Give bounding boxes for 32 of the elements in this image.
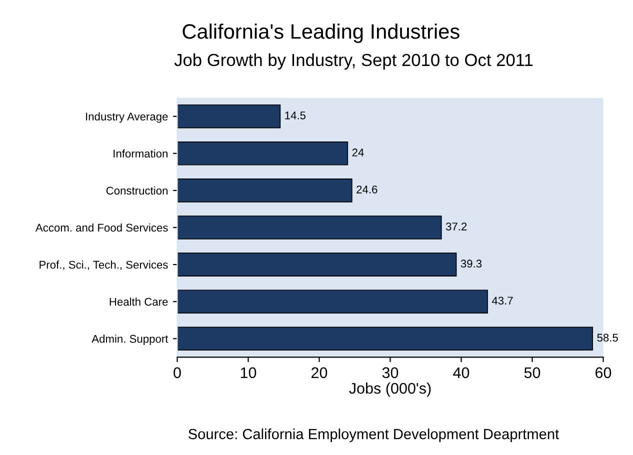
y-tick-label: Industry Average [86, 112, 168, 123]
y-tick-label: Prof., Sci., Tech., Services [40, 260, 168, 270]
x-tick-label: 50 [524, 367, 540, 378]
bar [177, 290, 488, 314]
chart-subtitle: Job Growth by Industry, Sept 2010 to Oct 2011 [174, 53, 533, 70]
data-label: 43.7 [492, 296, 513, 305]
x-tick-label: 0 [174, 367, 181, 378]
data-label: 24 [352, 148, 364, 156]
x-axis-title: Jobs (000's) [349, 382, 431, 397]
bar [177, 141, 348, 166]
x-tick-label: 30 [382, 367, 398, 378]
data-label: 14.5 [285, 112, 306, 120]
x-tick-label: 10 [240, 367, 256, 378]
bar [177, 326, 594, 351]
y-tick-label: Information [114, 149, 168, 158]
data-label: 37.2 [446, 222, 467, 230]
source-note: Source: California Employment Development Deaprtment [188, 428, 559, 442]
x-tick-label: 40 [453, 367, 470, 378]
y-tick-label: Accom. and Food Services [35, 223, 168, 232]
x-tick-label: 60 [596, 367, 612, 378]
bar [177, 104, 281, 128]
data-label: 24.6 [356, 186, 378, 194]
bar [177, 216, 442, 240]
data-label: 58.5 [597, 334, 618, 342]
bar [177, 252, 457, 276]
y-tick-label: Health Care [110, 298, 168, 306]
y-tick-label: Admin. Support [92, 334, 168, 345]
chart-title: California's Leading Industries [182, 24, 460, 43]
x-tick-label: 20 [312, 367, 328, 378]
bar [177, 178, 352, 202]
data-label: 39.3 [460, 260, 482, 268]
y-tick-label: Construction [106, 186, 168, 195]
